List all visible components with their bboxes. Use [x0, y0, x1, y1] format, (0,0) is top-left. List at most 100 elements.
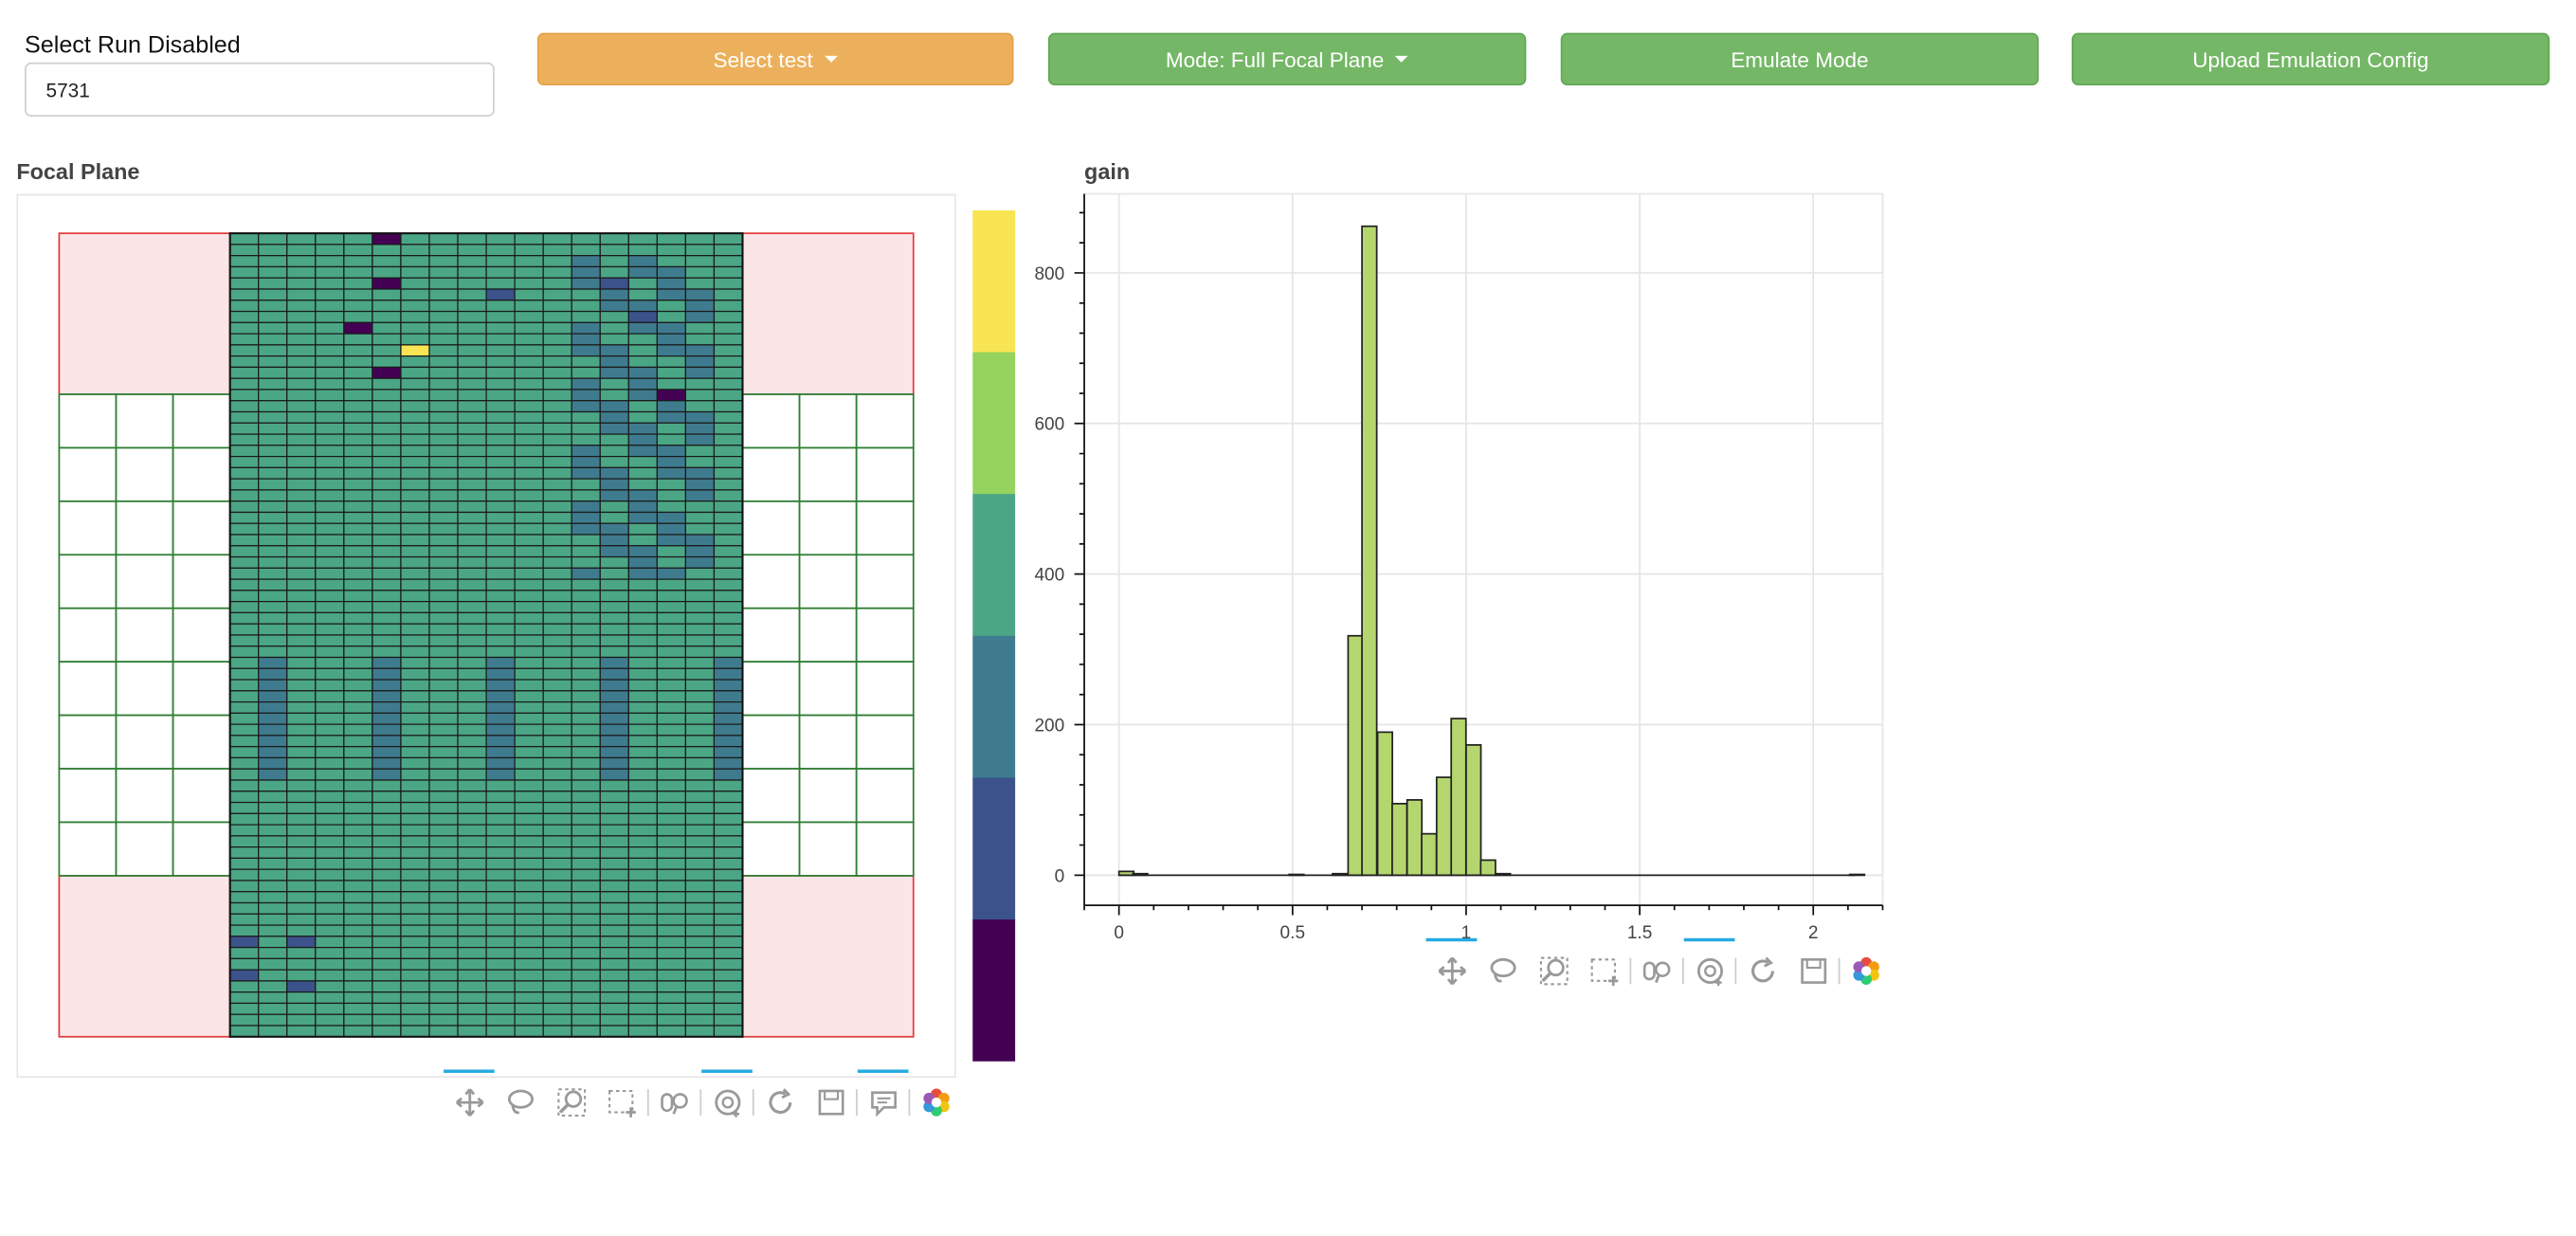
pixel-cell	[258, 913, 288, 926]
box-select-icon[interactable]	[596, 1080, 647, 1126]
pixel-cell	[542, 634, 572, 647]
pixel-cell	[428, 723, 459, 736]
lasso-select-icon[interactable]	[495, 1080, 546, 1126]
pixel-cell	[372, 321, 402, 335]
bokeh-logo-icon[interactable]	[1840, 948, 1891, 994]
pixel-cell	[229, 936, 260, 949]
pixel-cell	[514, 735, 544, 748]
pixel-cell	[627, 868, 658, 882]
pixel-cell	[514, 489, 544, 502]
pixel-cell	[713, 1002, 744, 1015]
pixel-cell	[485, 768, 516, 781]
save-icon[interactable]	[805, 1080, 856, 1126]
pixel-cell	[656, 913, 687, 926]
pixel-cell	[229, 913, 260, 926]
pixel-cell	[485, 846, 516, 860]
pixel-cell	[656, 244, 687, 257]
lasso-select-icon[interactable]	[1477, 948, 1528, 994]
module-cell	[115, 446, 174, 502]
module-cell	[855, 446, 915, 502]
pixel-cell	[599, 601, 629, 614]
pixel-cell	[627, 924, 658, 937]
emulate-mode-button[interactable]: Emulate Mode	[1560, 32, 2040, 86]
toolbar-separator	[699, 1089, 702, 1116]
pixel-cell	[514, 578, 544, 591]
pixel-cell	[656, 656, 687, 669]
run-number-input[interactable]	[25, 62, 495, 118]
pixel-cell	[457, 846, 487, 860]
pixel-cell	[457, 410, 487, 424]
box-select-icon[interactable]	[1579, 948, 1630, 994]
pan-icon[interactable]	[1425, 937, 1478, 994]
pixel-cell	[542, 545, 572, 558]
pixel-cell	[229, 901, 260, 915]
pixel-cell	[713, 812, 744, 826]
pixel-cell	[656, 901, 687, 915]
upload-emulation-config-button[interactable]: Upload Emulation Config	[2071, 32, 2550, 86]
mode-dropdown-button[interactable]: Mode: Full Focal Plane	[1047, 32, 1527, 86]
hover-icon[interactable]	[857, 1069, 909, 1126]
pixel-cell	[229, 321, 260, 335]
box-zoom-icon[interactable]	[1528, 948, 1579, 994]
pixel-cell	[258, 277, 288, 290]
pixel-cell	[571, 891, 601, 904]
pixel-cell	[599, 656, 629, 669]
pixel-cell	[656, 700, 687, 714]
histogram-bar	[1479, 859, 1497, 877]
pixel-cell	[627, 466, 658, 480]
pixel-cell	[457, 355, 487, 369]
color-bar-segment	[972, 209, 1016, 354]
pixel-cell	[229, 679, 260, 692]
pixel-cell	[229, 489, 260, 502]
pixel-cell	[542, 690, 572, 703]
pixel-cell	[428, 433, 459, 446]
pixel-cell	[428, 768, 459, 781]
wheel-zoom-icon[interactable]	[1631, 948, 1682, 994]
pixel-cell	[229, 756, 260, 770]
pixel-cell	[684, 857, 716, 870]
save-icon[interactable]	[1787, 948, 1839, 994]
module-cell	[798, 661, 858, 717]
pixel-cell	[542, 667, 572, 681]
pixel-cell	[229, 846, 260, 860]
pixel-cell	[400, 857, 430, 870]
wheel-zoom-icon[interactable]	[649, 1080, 700, 1126]
module-cell	[58, 821, 118, 877]
pixel-cell	[571, 244, 601, 257]
pixel-cell	[258, 1025, 288, 1038]
pixel-cell	[258, 824, 288, 837]
pixel-cell	[571, 333, 601, 346]
pixel-cell	[372, 746, 402, 759]
pixel-cell	[542, 791, 572, 804]
pixel-cell	[372, 310, 402, 323]
reset-icon[interactable]	[1736, 948, 1787, 994]
crosshair-icon[interactable]	[1683, 937, 1735, 994]
pixel-cell	[372, 522, 402, 536]
pixel-cell	[684, 232, 716, 245]
focal-plane-plot[interactable]	[16, 193, 956, 1079]
pixel-cell	[627, 511, 658, 524]
pixel-cell	[286, 969, 317, 982]
pixel-cell	[258, 980, 288, 993]
caret-down-icon	[1395, 55, 1409, 63]
pixel-cell	[372, 957, 402, 971]
crosshair-icon[interactable]	[701, 1069, 753, 1126]
pan-icon[interactable]	[444, 1069, 495, 1126]
pixel-cell	[428, 746, 459, 759]
reset-icon[interactable]	[754, 1080, 806, 1126]
pixel-cell	[372, 913, 402, 926]
pixel-cell	[315, 980, 345, 993]
pixel-cell	[542, 623, 572, 636]
select-test-button[interactable]: Select test	[536, 32, 1014, 86]
pixel-cell	[286, 522, 317, 536]
pixel-cell	[542, 901, 572, 915]
pixel-cell	[542, 779, 572, 792]
pixel-cell	[457, 255, 487, 268]
bokeh-logo-icon[interactable]	[910, 1080, 961, 1126]
pixel-cell	[542, 567, 572, 580]
pixel-cell	[599, 791, 629, 804]
box-zoom-icon[interactable]	[545, 1080, 596, 1126]
gain-histogram[interactable]: 0 0.5 1 1.5 2 0 200 400 600 800	[1015, 184, 1889, 956]
pixel-cell	[229, 1002, 260, 1015]
pixel-cell	[457, 265, 487, 279]
